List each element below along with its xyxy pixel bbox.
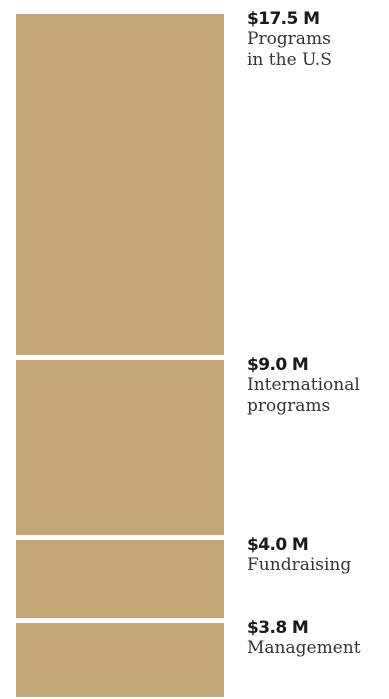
bar-segment: [16, 14, 224, 355]
segment-category-label: International programs: [247, 374, 360, 416]
segment-value-label: $9.0 M: [247, 354, 309, 375]
segment-label: $3.8 M Management: [247, 617, 387, 659]
segment-category-label: Fundraising: [247, 555, 352, 576]
bar-segment: [16, 622, 224, 697]
segment-label: $17.5 M Programs in the U.S: [247, 10, 387, 71]
bar-segment: [16, 359, 224, 536]
segment-value-label: $3.8 M: [247, 617, 309, 638]
segment-category-label: Management: [247, 637, 361, 658]
segment-value-label: $4.0 M: [247, 535, 309, 556]
segment-label: $4.0 M Fundraising: [247, 536, 387, 576]
bar-segment: [16, 540, 224, 618]
segment-label: $9.0 M International programs: [247, 354, 387, 417]
segment-value-label: $17.5 M: [247, 9, 320, 29]
segment-category-label: Programs in the U.S: [247, 29, 332, 70]
